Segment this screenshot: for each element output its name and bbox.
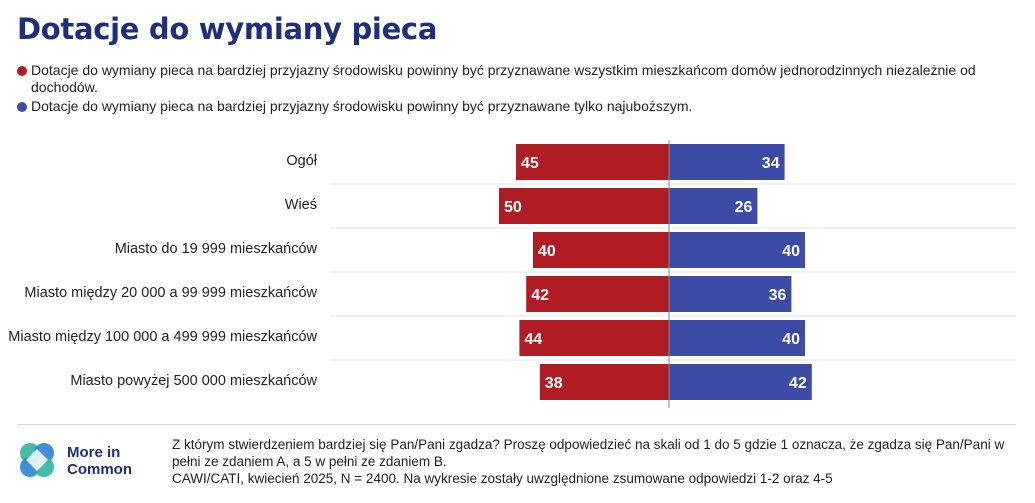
bar-b <box>669 188 758 224</box>
survey-method: CAWI/CATI, kwiecień 2025, N = 2400. Na w… <box>172 471 833 486</box>
category-label: Miasto do 19 999 mieszkańców <box>114 240 317 257</box>
bar-a <box>533 232 669 268</box>
legend-label-b: Dotacje do wymiany pieca na bardziej prz… <box>31 98 693 114</box>
bar-b <box>669 320 805 356</box>
logo-wordmark: More in Common <box>67 444 132 478</box>
data-label-a: 42 <box>531 287 549 304</box>
methodology-note: Z którym stwierdzeniem bardziej się Pan/… <box>172 436 1022 487</box>
bar-b <box>669 276 792 312</box>
data-label-b: 36 <box>769 287 787 304</box>
category-label: Miasto powyżej 500 000 mieszkańców <box>70 372 317 389</box>
legend-marker-b <box>17 102 27 112</box>
legend-marker-a <box>17 66 27 76</box>
data-label-b: 40 <box>782 331 800 348</box>
more-in-common-logo <box>20 443 54 477</box>
legend-label-a: Dotacje do wymiany pieca na bardziej prz… <box>31 62 976 95</box>
data-label-b: 40 <box>782 243 800 260</box>
chart-title: Dotacje do wymiany pieca <box>17 12 438 46</box>
bar-a <box>516 144 669 180</box>
category-label: Miasto między 20 000 a 99 999 mieszkańcó… <box>24 284 317 301</box>
category-label: Wieś <box>284 196 317 213</box>
category-label: Ogół <box>286 152 317 169</box>
bar-b <box>669 364 812 400</box>
data-label-a: 40 <box>538 243 556 260</box>
bar-a <box>526 276 669 312</box>
data-label-b: 34 <box>762 155 780 172</box>
category-label: Miasto między 100 000 a 499 999 mieszkań… <box>8 328 317 345</box>
data-label-a: 45 <box>521 155 539 172</box>
survey-question: Z którym stwierdzeniem bardziej się Pan/… <box>172 437 1005 469</box>
data-label-b: 26 <box>735 199 753 216</box>
data-label-b: 42 <box>789 375 807 392</box>
data-label-a: 38 <box>545 375 563 392</box>
data-label-a: 50 <box>504 199 522 216</box>
data-label-a: 44 <box>524 331 542 348</box>
legend-item-a: Dotacje do wymiany pieca na bardziej prz… <box>17 62 977 96</box>
bar-b <box>669 144 785 180</box>
footer-divider <box>17 424 1016 425</box>
bar-b <box>669 232 805 268</box>
legend-item-b: Dotacje do wymiany pieca na bardziej prz… <box>17 98 977 115</box>
bar-a <box>499 188 669 224</box>
bar-a <box>539 364 669 400</box>
bar-a <box>519 320 669 356</box>
